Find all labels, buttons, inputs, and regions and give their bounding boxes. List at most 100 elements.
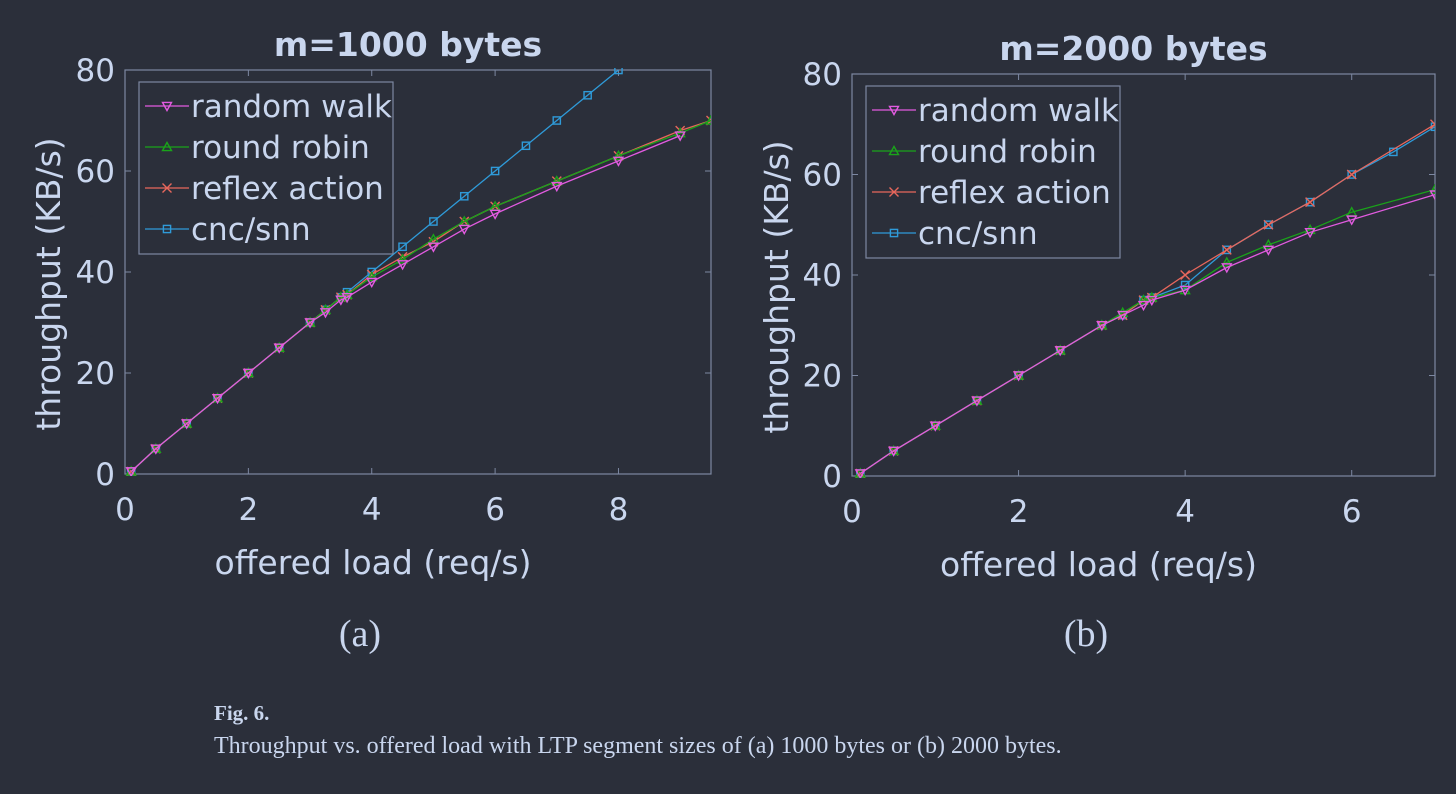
x-tick-label: 2 — [239, 492, 259, 528]
data-point — [1304, 227, 1316, 239]
data-point — [150, 444, 162, 455]
data-point — [427, 242, 440, 253]
data-point — [854, 469, 867, 478]
x-tick-label: 6 — [1342, 494, 1362, 530]
caption-label: Fig. 6. — [214, 701, 270, 725]
data-point — [398, 242, 407, 252]
legend-marker — [162, 183, 172, 193]
legend-marker — [889, 228, 899, 238]
data-point — [335, 295, 347, 306]
data-point — [242, 368, 255, 379]
data-point — [1305, 197, 1315, 207]
chart-title: m=2000 bytes — [999, 29, 1267, 68]
panel-label-b: (b) — [1063, 613, 1109, 655]
data-point — [1264, 220, 1273, 230]
data-point — [1054, 346, 1066, 357]
data-point — [396, 260, 409, 271]
data-point — [1179, 285, 1191, 297]
legend-marker — [889, 187, 899, 197]
data-point — [551, 175, 563, 186]
data-point — [489, 209, 501, 220]
data-point — [304, 318, 316, 329]
series-random-walk — [125, 131, 686, 476]
data-point — [490, 166, 500, 176]
data-point — [583, 90, 592, 100]
data-point — [674, 131, 686, 142]
data-point — [341, 292, 353, 304]
x-tick-label: 4 — [362, 492, 382, 528]
data-point — [1429, 183, 1435, 194]
data-point — [180, 419, 193, 430]
data-point — [211, 393, 224, 405]
data-point — [1137, 300, 1150, 312]
data-point — [1430, 119, 1435, 130]
data-point — [1346, 215, 1358, 226]
x-tick-label: 2 — [1009, 494, 1029, 530]
legend-marker — [888, 145, 900, 156]
y-tick-label: 40 — [803, 258, 842, 294]
data-point — [705, 114, 711, 125]
legend-label: reflex action — [191, 171, 384, 207]
y-tick-label: 80 — [76, 53, 115, 89]
data-point — [1221, 263, 1233, 274]
y-tick-label: 40 — [76, 255, 115, 291]
data-point — [1262, 245, 1275, 256]
data-point — [429, 217, 438, 226]
data-point — [1346, 169, 1357, 180]
legend-label: random walk — [191, 89, 392, 125]
y-tick-label: 20 — [76, 356, 115, 392]
data-point — [459, 191, 469, 201]
legend-label: round robin — [191, 130, 370, 166]
data-point — [612, 156, 625, 167]
y-tick-label: 60 — [76, 154, 115, 190]
data-point — [1305, 197, 1316, 208]
data-point — [1222, 245, 1232, 255]
data-point — [396, 253, 409, 264]
data-point — [1347, 170, 1357, 179]
caption-text: Throughput vs. offered load with LTP seg… — [214, 733, 1062, 759]
data-point — [551, 181, 563, 193]
y-axis-label: throughput (KB/s) — [29, 137, 68, 430]
series-line — [859, 193, 1435, 475]
legend-marker — [162, 224, 172, 234]
legend-marker — [161, 141, 173, 152]
data-point — [1180, 270, 1191, 280]
chart-m1000: m=1000 bytes 0 20 40 60 80 0 2 4 6 8 offered load (… — [29, 25, 712, 582]
data-point — [1429, 190, 1435, 201]
data-point — [971, 396, 983, 407]
legend-label: reflex action — [918, 175, 1111, 211]
y-tick-label: 0 — [822, 459, 842, 495]
x-axis-label: offered load (req/s) — [940, 545, 1257, 584]
data-point — [1146, 295, 1158, 307]
y-axis-label: throughput (KB/s) — [757, 140, 796, 433]
data-point — [1116, 310, 1129, 322]
y-tick-label: 60 — [803, 158, 842, 194]
legend-marker — [888, 105, 900, 116]
data-point — [887, 446, 900, 457]
chart-m2000: m=2000 bytes 0 20 40 60 80 0 2 4 6 offered load (r… — [757, 29, 1436, 584]
data-point — [1012, 371, 1025, 382]
data-point — [929, 421, 941, 432]
series-random-walk — [854, 190, 1435, 478]
legend-label: random walk — [918, 93, 1119, 129]
panel-label-a: (a) — [338, 613, 382, 655]
legend-label: cnc/snn — [918, 216, 1038, 252]
x-tick-label: 0 — [842, 494, 862, 530]
data-point — [1262, 238, 1275, 250]
y-tick-label: 20 — [803, 359, 842, 395]
legend: random walk round robin reflex action cnc/s… — [138, 81, 394, 255]
data-point — [614, 68, 623, 75]
data-point — [273, 343, 285, 354]
legend-box — [865, 85, 1121, 259]
data-point — [1221, 244, 1232, 255]
data-point — [1263, 219, 1274, 230]
data-point — [612, 149, 625, 161]
legend-marker — [161, 101, 173, 112]
data-point — [552, 116, 562, 125]
legend-box — [138, 81, 394, 255]
figure-caption: Fig. 6. Throughput vs. offered load with… — [214, 697, 1414, 763]
data-point — [366, 277, 378, 289]
data-point — [125, 467, 137, 476]
data-point — [458, 224, 470, 236]
